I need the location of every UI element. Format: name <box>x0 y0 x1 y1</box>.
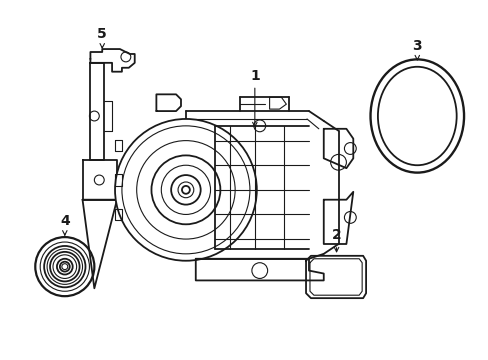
Text: 2: 2 <box>331 228 341 252</box>
Circle shape <box>35 237 94 296</box>
Text: 5: 5 <box>97 27 107 48</box>
Circle shape <box>115 119 256 261</box>
Text: 4: 4 <box>60 214 70 235</box>
Text: 1: 1 <box>249 68 259 127</box>
Text: 3: 3 <box>412 39 421 60</box>
